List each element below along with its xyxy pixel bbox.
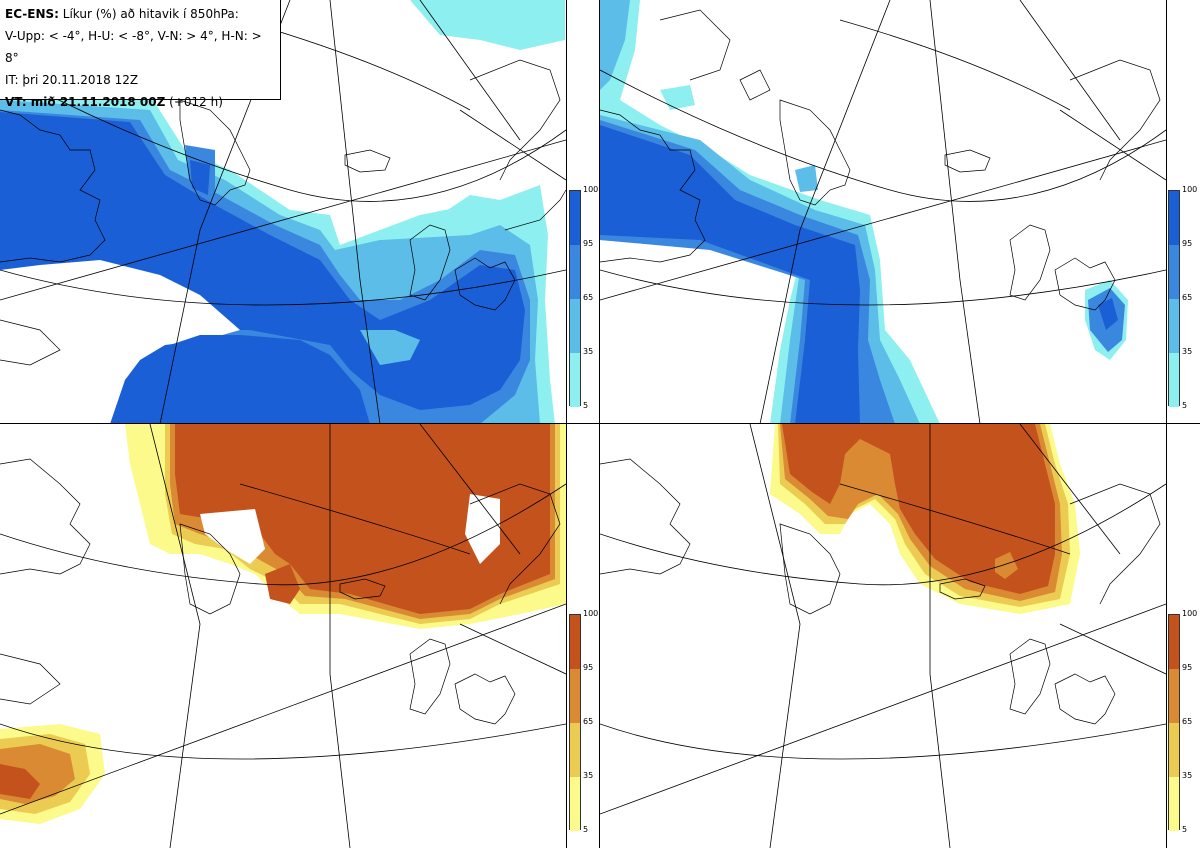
legend-tick: 65 xyxy=(1182,293,1193,302)
legend-seg xyxy=(1169,299,1179,353)
legend-tick: 100 xyxy=(583,609,599,618)
legend-tick: 65 xyxy=(1182,717,1193,726)
probability-map-cold-4 xyxy=(0,0,566,424)
model-name: EC-ENS: xyxy=(5,7,59,21)
legend-tick: 5 xyxy=(583,401,589,410)
legend-seg xyxy=(570,245,580,299)
legend-tick: 35 xyxy=(583,771,594,780)
probability-map-warm-8 xyxy=(600,424,1166,848)
legend-seg xyxy=(1169,723,1179,777)
header-thresholds: V-Upp: < -4°, H-U: < -8°, V-N: > 4°, H-N… xyxy=(5,29,262,65)
legend-seg xyxy=(570,299,580,353)
legend-seg xyxy=(570,353,580,407)
legend-tick: 65 xyxy=(583,717,594,726)
divider-vertical-far xyxy=(1166,0,1167,848)
legend-bottom-right: 100 95 65 35 5 xyxy=(1168,610,1200,834)
probability-map-cold-8 xyxy=(600,0,1166,424)
legend-seg xyxy=(570,669,580,723)
legend-tick: 95 xyxy=(1182,663,1193,672)
legend-seg xyxy=(1169,191,1179,245)
legend-seg xyxy=(570,777,580,831)
legend-tick: 35 xyxy=(1182,347,1193,356)
map-panel-bottom-right xyxy=(600,424,1166,848)
legend-tick: 5 xyxy=(583,825,589,834)
legend-seg xyxy=(570,191,580,245)
legend-tick: 95 xyxy=(583,239,594,248)
divider-vertical-right xyxy=(599,0,600,848)
legend-tick: 95 xyxy=(583,663,594,672)
divider-horizontal xyxy=(0,423,1200,424)
legend-bottom-left: 100 95 65 35 5 xyxy=(569,610,601,834)
legend-seg xyxy=(1169,669,1179,723)
legend-tick: 35 xyxy=(583,347,594,356)
legend-seg xyxy=(570,615,580,669)
legend-tick: 100 xyxy=(583,185,599,194)
legend-tick: 65 xyxy=(583,293,594,302)
legend-seg xyxy=(570,723,580,777)
valid-offset: (+012 h) xyxy=(169,95,223,109)
legend-tick: 5 xyxy=(1182,401,1188,410)
divider-vertical-left xyxy=(566,0,567,848)
probability-map-warm-4 xyxy=(0,424,566,848)
legend-tick: 5 xyxy=(1182,825,1188,834)
map-header: EC-ENS: Líkur (%) að hitavik í 850hPa: V… xyxy=(0,0,281,109)
legend-seg xyxy=(1169,245,1179,299)
map-panel-top-right xyxy=(600,0,1166,424)
legend-seg xyxy=(1169,777,1179,831)
valid-time: VT: mið 21.11.2018 00Z xyxy=(5,95,166,109)
legend-seg xyxy=(1169,353,1179,407)
legend-top-left: 100 95 65 35 5 xyxy=(569,186,601,410)
legend-tick: 35 xyxy=(1182,771,1193,780)
legend-tick: 100 xyxy=(1182,185,1198,194)
map-panel-top-left: EC-ENS: Líkur (%) að hitavik í 850hPa: V… xyxy=(0,0,566,424)
legend-tick: 100 xyxy=(1182,609,1198,618)
header-description: Líkur (%) að hitavik í 850hPa: xyxy=(62,7,239,21)
legend-seg xyxy=(1169,615,1179,669)
init-time: IT: þri 20.11.2018 12Z xyxy=(5,73,139,87)
map-panel-bottom-left xyxy=(0,424,566,848)
legend-top-right: 100 95 65 35 5 xyxy=(1168,186,1200,410)
legend-tick: 95 xyxy=(1182,239,1193,248)
